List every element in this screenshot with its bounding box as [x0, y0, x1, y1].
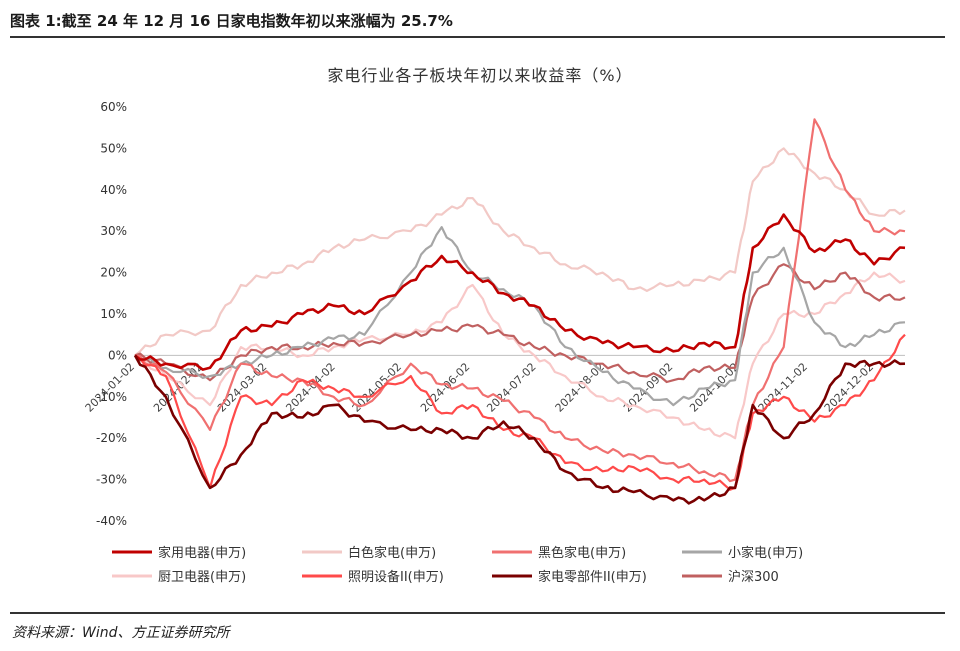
- y-tick-label: 10%: [100, 307, 127, 321]
- series-line: [134, 213, 906, 371]
- series-line: [134, 263, 906, 384]
- legend-label: 白色家电(申万): [348, 545, 436, 561]
- series-line: [134, 118, 906, 483]
- legend-label: 厨卫电器(申万): [158, 570, 246, 585]
- y-tick-label: 30%: [100, 224, 127, 238]
- legend-label: 家用电器(申万): [158, 545, 246, 561]
- y-tick-label: -30%: [96, 473, 127, 487]
- legend: 家用电器(申万) 白色家电(申万) 黑色家电(申万) 小家电(申万) 厨卫电器(申万) 照…: [112, 545, 803, 585]
- legend-label: 小家电(申万): [728, 545, 803, 561]
- y-tick-label: 50%: [100, 141, 127, 155]
- y-axis: 60% 50% 40% 30% 20% 10% 0% -10% -20% -30% -40%: [96, 100, 127, 528]
- series-line: [134, 147, 906, 357]
- chart-title: 家电行业各子板块年初以来收益率（%）: [327, 66, 633, 85]
- legend-label: 黑色家电(申万): [538, 545, 626, 561]
- legend-label: 家电零部件II(申万): [538, 569, 647, 585]
- y-tick-label: 20%: [100, 266, 127, 280]
- y-tick-label: 60%: [100, 100, 127, 114]
- legend-label: 照明设备II(申万): [348, 569, 444, 585]
- x-tick-label: 2024-01-02: [83, 360, 137, 414]
- series-lines: [133, 118, 906, 505]
- source-note: 资料来源：Wind、方正证券研究所: [12, 625, 230, 641]
- y-tick-label: -40%: [96, 514, 127, 528]
- y-tick-label: -10%: [96, 390, 127, 404]
- bottom-rule: [10, 612, 945, 614]
- series-line: [133, 354, 906, 505]
- y-tick-label: 0%: [108, 348, 127, 362]
- x-tick-label: 2024-07-02: [484, 360, 538, 414]
- y-tick-label: -20%: [96, 431, 127, 445]
- legend-label: 沪深300: [728, 569, 779, 585]
- top-rule: [10, 36, 945, 38]
- figure-label: 图表 1:截至 24 年 12 月 16 日家电指数年初以来涨幅为 25.7%: [10, 12, 453, 30]
- y-tick-label: 40%: [100, 183, 127, 197]
